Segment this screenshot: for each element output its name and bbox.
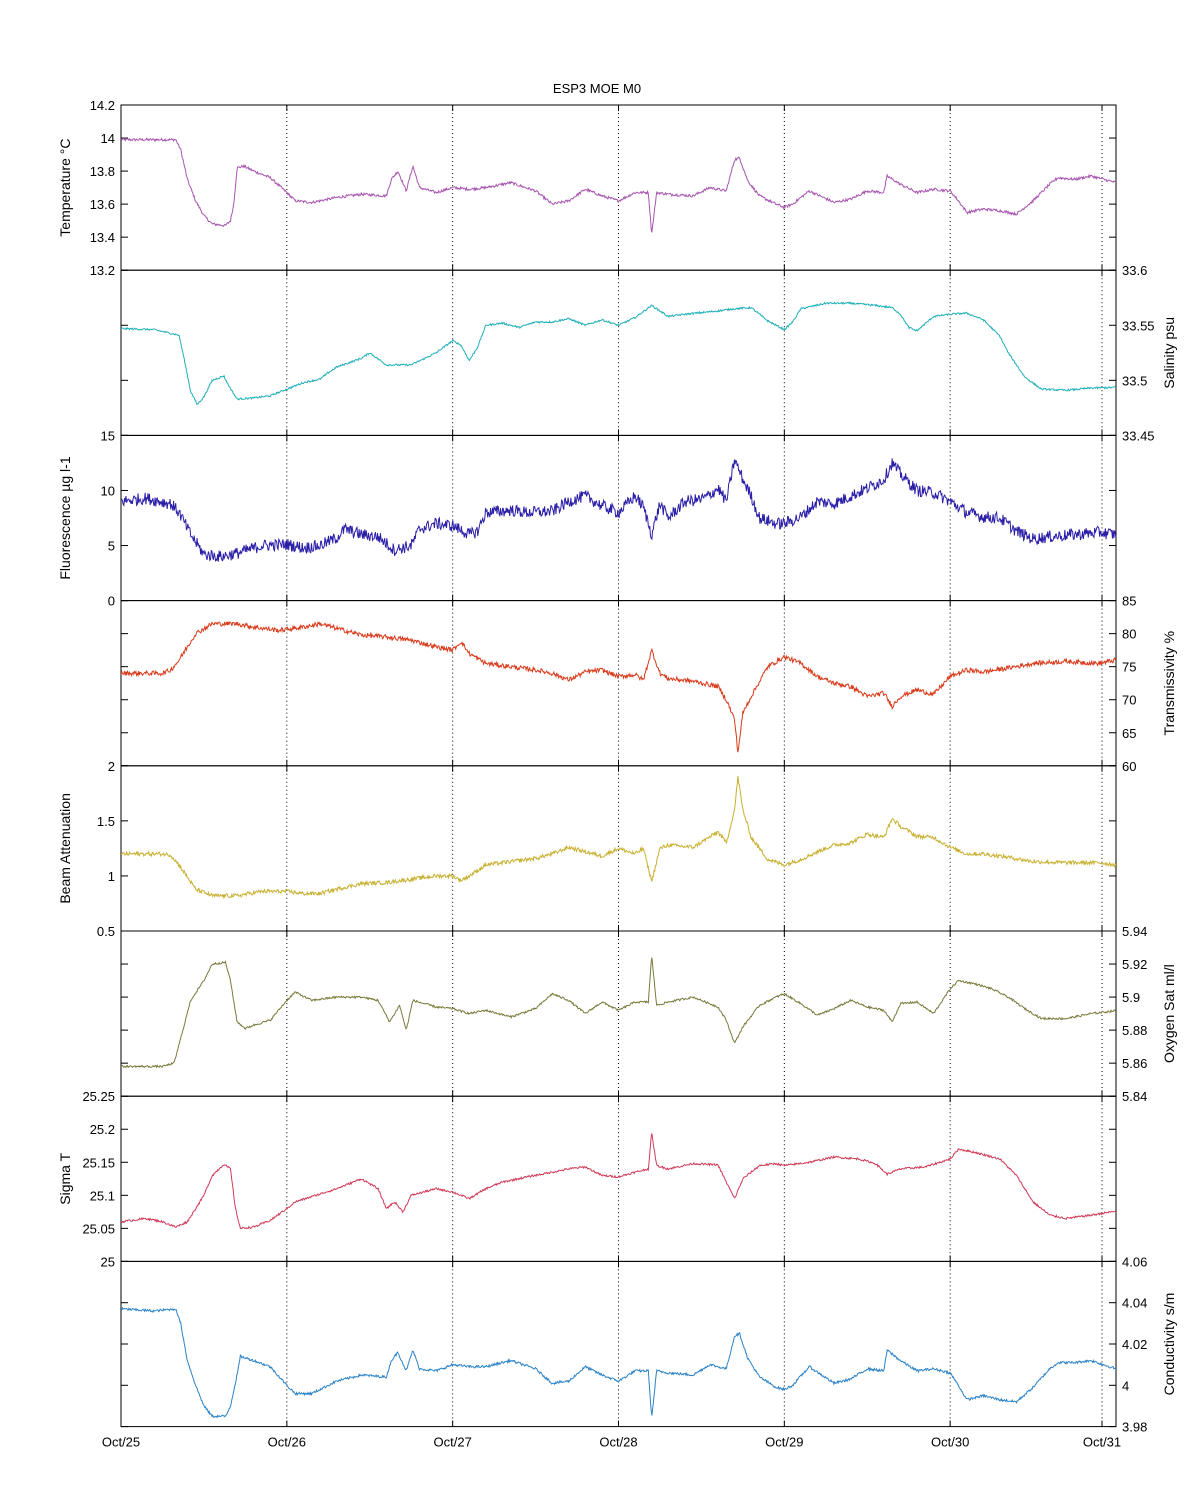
y-tick-label: 75 bbox=[1122, 660, 1136, 675]
y-tick-label: 25 bbox=[101, 1254, 115, 1269]
panel-conductivity: 3.98 4 4.02 4.04 4.06 Conductivity s/m bbox=[120, 1254, 1177, 1435]
y-tick-label: 60 bbox=[1122, 759, 1136, 774]
y-tick-label: 33.5 bbox=[1122, 373, 1147, 388]
y-tick-label: 5.9 bbox=[1122, 990, 1140, 1005]
y-axis-label: Beam Attenuation bbox=[57, 793, 73, 904]
y-tick-label: 5.88 bbox=[1122, 1023, 1147, 1038]
y-tick-label: 25.2 bbox=[90, 1122, 115, 1137]
y-tick-label: 4.02 bbox=[1122, 1337, 1147, 1352]
y-tick-label: 5.86 bbox=[1122, 1056, 1147, 1071]
y-tick-label: 13.2 bbox=[90, 263, 115, 278]
y-axis-label: Sigma T bbox=[57, 1152, 73, 1204]
x-axis: Oct/25 Oct/26 Oct/27 Oct/28 Oct/29 Oct/30 Oct/… bbox=[102, 1435, 1121, 1450]
x-tick-label: Oct/27 bbox=[434, 1435, 472, 1450]
y-axis-label: Transmissivity % bbox=[1161, 631, 1177, 736]
series-line-conductivity bbox=[121, 1306, 1116, 1419]
y-tick-label: 4.06 bbox=[1122, 1254, 1147, 1269]
x-tick-label: Oct/28 bbox=[599, 1435, 637, 1450]
y-axis-label: Salinity psu bbox=[1161, 317, 1177, 389]
series-line-transmissivity bbox=[121, 621, 1116, 753]
series-line-temperature bbox=[121, 137, 1116, 233]
y-tick-label: 33.55 bbox=[1122, 318, 1155, 333]
series-line-salinity bbox=[121, 301, 1116, 406]
y-tick-label: 33.45 bbox=[1122, 428, 1155, 443]
y-tick-label: 1.5 bbox=[97, 814, 115, 829]
y-tick-label: 5.94 bbox=[1122, 924, 1147, 939]
y-tick-label: 13.4 bbox=[90, 230, 115, 245]
y-tick-label: 14.2 bbox=[90, 98, 115, 113]
y-tick-label: 0.5 bbox=[97, 924, 115, 939]
y-tick-label: 3.98 bbox=[1122, 1420, 1147, 1435]
y-tick-label: 80 bbox=[1122, 627, 1136, 642]
x-tick-label: Oct/31 bbox=[1083, 1435, 1121, 1450]
y-tick-label: 13.8 bbox=[90, 164, 115, 179]
y-tick-label: 15 bbox=[101, 428, 115, 443]
y-tick-label: 14 bbox=[101, 131, 115, 146]
x-tick-label: Oct/29 bbox=[765, 1435, 803, 1450]
x-tick-label: Oct/30 bbox=[931, 1435, 969, 1450]
y-tick-label: 4.04 bbox=[1122, 1296, 1147, 1311]
series-line-sigma_t bbox=[121, 1133, 1116, 1230]
x-tick-label: Oct/26 bbox=[268, 1435, 306, 1450]
y-tick-label: 13.6 bbox=[90, 197, 115, 212]
y-tick-label: 2 bbox=[108, 759, 115, 774]
y-tick-label: 33.6 bbox=[1122, 263, 1147, 278]
y-tick-label: 85 bbox=[1122, 594, 1136, 609]
y-tick-label: 25.1 bbox=[90, 1188, 115, 1203]
y-tick-label: 5.92 bbox=[1122, 957, 1147, 972]
y-tick-label: 25.05 bbox=[82, 1221, 115, 1236]
y-tick-label: 5 bbox=[108, 539, 115, 554]
y-tick-label: 65 bbox=[1122, 726, 1136, 741]
y-axis-label: Temperature °C bbox=[57, 138, 73, 236]
y-tick-label: 25.25 bbox=[82, 1089, 115, 1104]
y-tick-label: 4 bbox=[1122, 1378, 1129, 1393]
series-line-oxygen_sat bbox=[121, 957, 1116, 1069]
series-line-beam_attenuation bbox=[121, 775, 1116, 900]
y-tick-label: 25.15 bbox=[82, 1155, 115, 1170]
y-tick-label: 10 bbox=[101, 483, 115, 498]
y-tick-label: 5.84 bbox=[1122, 1089, 1147, 1104]
chart-title: ESP3 MOE M0 bbox=[553, 81, 641, 96]
y-tick-label: 1 bbox=[108, 869, 115, 884]
panel-transmissivity: 60 65 70 75 80 85 Transmissivity % bbox=[120, 594, 1177, 774]
y-axis-label: Oxygen Sat ml/l bbox=[1161, 964, 1177, 1063]
y-axis-label: Conductivity s/m bbox=[1161, 1293, 1177, 1396]
x-tick-label: Oct/25 bbox=[102, 1435, 140, 1450]
y-tick-label: 70 bbox=[1122, 693, 1136, 708]
y-tick-label: 0 bbox=[108, 594, 115, 609]
y-axis-label: Fluorescence µg l-1 bbox=[57, 456, 73, 579]
series-line-fluorescence bbox=[121, 458, 1116, 562]
panel-sigma_t: 25 25.05 25.1 25.15 25.2 25.25 Sigma T bbox=[57, 1089, 1117, 1269]
